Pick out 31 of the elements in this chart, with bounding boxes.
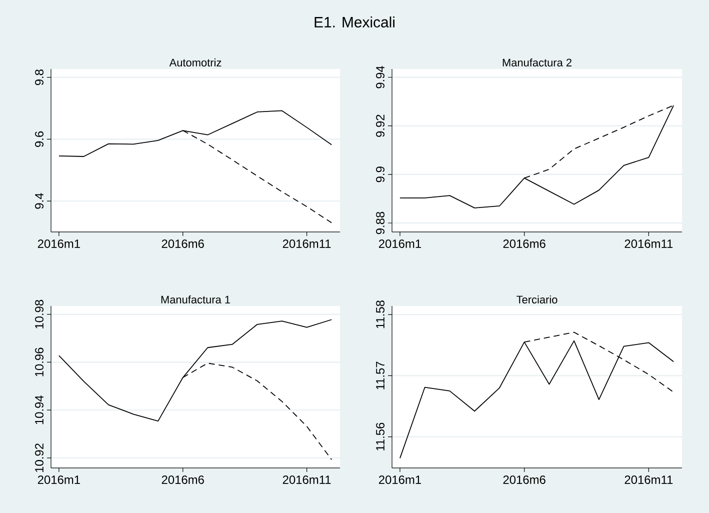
chart-title: Automotriz [169,58,222,66]
x-tick-label: 2016m1 [378,240,421,248]
x-tick-label: 2016m6 [162,240,204,248]
x-tick-label: 2016m1 [38,476,80,484]
x-tick-label: 2016m11 [624,476,673,484]
chart-title: Terciario [516,295,558,304]
y-tick-label: 10.96 [35,348,44,376]
text: E1. Mexicali [314,16,394,28]
x-tick-label: 2016m11 [282,476,331,484]
y-tick-label: 9.4 [35,193,44,209]
x-tick-label: 2016m11 [282,240,331,248]
x-tick-label: 2016m6 [503,476,546,484]
x-tick-label: 2016m11 [624,240,673,248]
y-tick-label: 9.94 [376,66,384,88]
x-tick-label: 2016m1 [378,476,421,484]
y-tick-label: 9.6 [35,131,44,147]
x-tick-label: 2016m1 [38,240,80,248]
y-tick-label: 11.58 [376,300,384,328]
y-tick-label: 11.56 [376,422,384,450]
chart-title: Manufactura 1 [161,295,230,304]
x-tick-label: 2016m6 [162,476,204,484]
y-tick-label: 10.98 [35,300,44,328]
y-tick-label: 9.9 [376,166,384,182]
x-tick-label: 2016m6 [503,240,546,248]
y-tick-label: 10.94 [35,395,44,424]
y-tick-label: 10.92 [35,444,44,472]
chart-title: Manufactura 2 [502,58,572,66]
y-tick-label: 9.88 [376,212,384,234]
y-tick-label: 9.92 [376,114,384,137]
y-tick-label: 11.57 [376,362,384,390]
y-tick-label: 9.8 [35,70,44,86]
